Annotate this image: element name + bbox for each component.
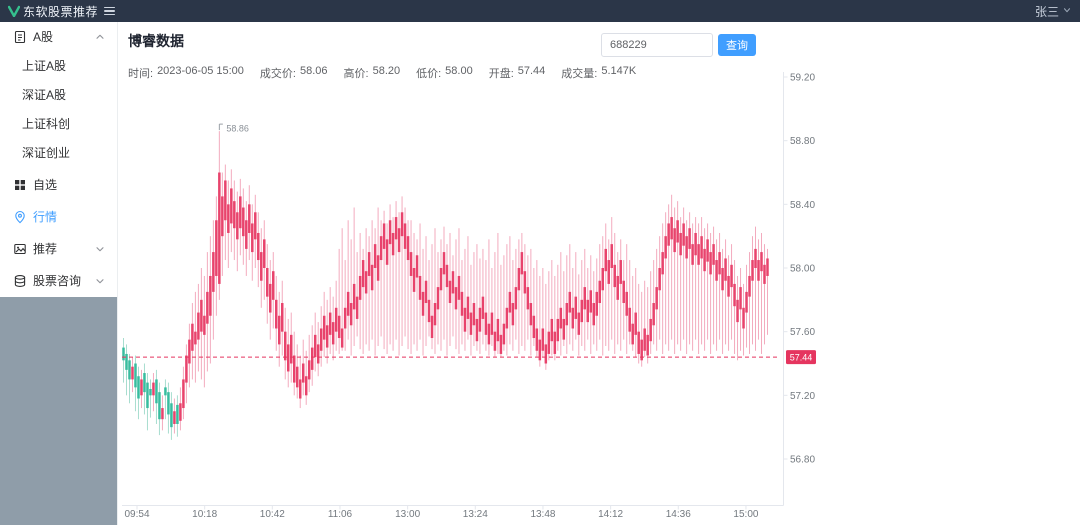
document-icon: [13, 30, 27, 44]
chart-axes: [122, 72, 784, 506]
sidebar: A股上证A股深证A股上证科创深证创业自选行情推荐股票咨询: [0, 22, 118, 525]
sidebar-item-stock-info[interactable]: 股票咨询: [0, 266, 117, 295]
sidebar-menu: A股上证A股深证A股上证科创深证创业自选行情推荐股票咨询: [0, 22, 117, 295]
info-value: 58.00: [445, 65, 473, 77]
chevron-down-icon: [94, 243, 106, 255]
sidebar-item-label: 上证A股: [22, 59, 67, 73]
info-label: 时间:: [128, 68, 154, 80]
query-button[interactable]: 查询: [718, 34, 756, 56]
sidebar-item-label: 推荐: [33, 242, 58, 256]
info-low: 低价: 58.00: [416, 65, 473, 81]
svg-text:11:06: 11:06: [328, 509, 353, 520]
sidebar-background-filler: [0, 297, 117, 525]
info-label: 开盘:: [488, 68, 514, 80]
info-label: 高价:: [343, 68, 369, 80]
x-axis-labels: 09:54 10:18 10:42 11:06 13:00 13:24 13:48 14:12…: [124, 505, 759, 520]
svg-text:13:00: 13:00: [395, 509, 420, 520]
caret-down-icon: [1062, 2, 1072, 20]
sidebar-item-label: 深证创业: [22, 146, 71, 160]
info-time: 时间: 2023-06-05 15:00: [128, 65, 244, 81]
page-title: 博睿数据: [128, 33, 184, 49]
quote-info-row: 时间: 2023-06-05 15:00 成交价: 58.06 高价: 58.20 低价: 5…: [128, 65, 636, 81]
peak-annotation: 58.86: [218, 123, 249, 134]
sidebar-item-sh-star[interactable]: 上证科创: [0, 109, 117, 138]
info-value: 5.147K: [601, 65, 637, 77]
info-label: 低价:: [416, 68, 442, 80]
open-price-badge: 57.44: [786, 350, 816, 365]
info-open: 开盘: 57.44: [489, 65, 546, 81]
svg-text:13:24: 13:24: [463, 509, 488, 520]
svg-text:13:48: 13:48: [530, 509, 555, 520]
info-volume: 成交量: 5.147K: [561, 65, 636, 81]
svg-text:58.40: 58.40: [790, 200, 815, 211]
info-label: 成交价:: [259, 68, 296, 80]
svg-text:58.00: 58.00: [790, 264, 815, 275]
sidebar-item-label: A股: [33, 30, 54, 44]
svg-text:58.86: 58.86: [226, 124, 249, 134]
svg-text:14:36: 14:36: [666, 509, 691, 520]
svg-text:56.80: 56.80: [790, 455, 815, 466]
sidebar-item-quotes[interactable]: 行情: [0, 202, 117, 231]
pin-icon: [13, 210, 27, 224]
svg-text:58.80: 58.80: [790, 136, 815, 147]
y-axis-labels: 59.20 58.80 58.40 58.00 57.60 57.20 56.80: [783, 73, 815, 466]
sidebar-item-a-shares[interactable]: A股: [0, 22, 117, 51]
svg-text:09:54: 09:54: [124, 509, 149, 520]
sidebar-item-label: 自选: [33, 178, 58, 192]
svg-text:57.20: 57.20: [790, 391, 815, 402]
chevron-down-icon: [94, 275, 106, 287]
svg-text:59.20: 59.20: [790, 73, 815, 84]
brand: 东软股票推荐: [8, 3, 98, 20]
sidebar-item-label: 上证科创: [22, 117, 71, 131]
info-value: 58.20: [372, 65, 401, 77]
hamburger-menu-icon[interactable]: [104, 0, 120, 22]
topbar: 东软股票推荐 张三: [0, 0, 1080, 22]
sidebar-item-recommend[interactable]: 推荐: [0, 234, 117, 263]
brand-logo-icon: [8, 5, 20, 17]
svg-text:10:42: 10:42: [260, 509, 285, 520]
svg-text:57.60: 57.60: [790, 327, 815, 338]
sidebar-item-label: 股票咨询: [33, 274, 82, 288]
svg-text:10:18: 10:18: [192, 509, 217, 520]
chevron-up-icon: [94, 31, 106, 43]
sidebar-item-sh-a[interactable]: 上证A股: [0, 51, 117, 80]
brand-title: 东软股票推荐: [23, 4, 99, 19]
info-label: 成交量:: [561, 68, 598, 80]
sidebar-item-watchlist[interactable]: 自选: [0, 170, 117, 199]
grid-icon: [13, 178, 27, 192]
database-icon: [13, 274, 27, 288]
stock-code-input[interactable]: [601, 33, 713, 57]
svg-text:15:00: 15:00: [733, 509, 758, 520]
sidebar-item-label: 深证A股: [22, 88, 67, 102]
info-value: 2023-06-05 15:00: [157, 65, 244, 77]
info-value: 58.06: [299, 65, 328, 77]
user-name: 张三: [1034, 4, 1059, 19]
sidebar-item-sz-chinext[interactable]: 深证创业: [0, 138, 117, 167]
picture-icon: [13, 242, 27, 256]
info-value: 57.44: [517, 65, 546, 77]
sidebar-item-sz-a[interactable]: 深证A股: [0, 80, 117, 109]
svg-text:14:12: 14:12: [598, 509, 623, 520]
user-menu[interactable]: 张三: [1035, 0, 1072, 22]
info-price: 成交价: 58.06: [260, 65, 328, 81]
candles-layer: [122, 131, 769, 440]
sidebar-item-label: 行情: [33, 210, 58, 224]
svg-text:57.44: 57.44: [790, 353, 813, 363]
info-high: 高价: 58.20: [344, 65, 401, 81]
